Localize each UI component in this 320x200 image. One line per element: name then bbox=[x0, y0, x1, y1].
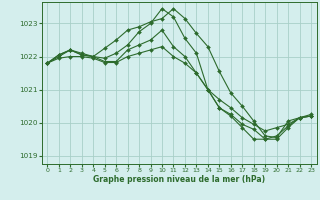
X-axis label: Graphe pression niveau de la mer (hPa): Graphe pression niveau de la mer (hPa) bbox=[93, 175, 265, 184]
